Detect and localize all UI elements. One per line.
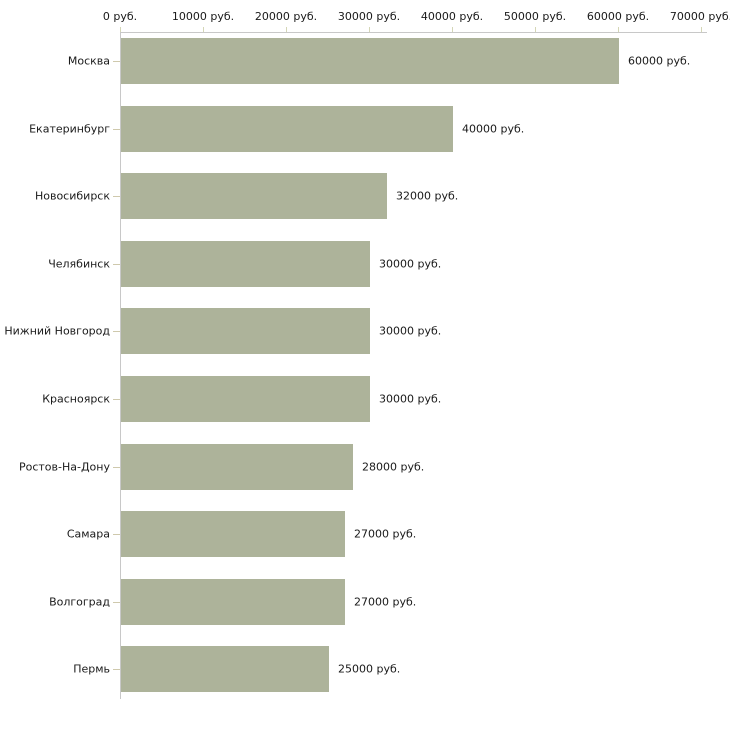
city-label: Красноярск xyxy=(42,392,110,406)
x-axis-tick xyxy=(701,27,702,32)
value-label: 32000 руб. xyxy=(396,189,459,203)
bar xyxy=(121,308,370,354)
x-axis-line xyxy=(120,32,707,33)
x-axis-tick-label: 10000 руб. xyxy=(171,10,235,23)
value-label: 28000 руб. xyxy=(362,460,425,474)
bar xyxy=(121,579,345,625)
value-label: 40000 руб. xyxy=(462,122,525,136)
city-label: Новосибирск xyxy=(34,189,110,203)
city-label: Волгоград xyxy=(49,595,110,609)
y-axis-tick xyxy=(113,399,120,400)
value-label: 27000 руб. xyxy=(354,527,417,541)
city-label: Екатеринбург xyxy=(29,122,110,136)
value-label: 60000 руб. xyxy=(628,54,691,68)
y-axis-tick xyxy=(113,264,120,265)
y-axis-tick xyxy=(113,669,120,670)
y-axis-tick xyxy=(113,129,120,130)
bar xyxy=(121,241,370,287)
x-axis-tick-label: 40000 руб. xyxy=(420,10,484,23)
value-label: 25000 руб. xyxy=(338,662,401,676)
city-label: Самара xyxy=(66,527,110,541)
x-axis-tick xyxy=(535,27,536,32)
y-axis-tick xyxy=(113,534,120,535)
value-label: 27000 руб. xyxy=(354,595,417,609)
bar xyxy=(121,173,387,219)
x-axis-tick-label: 70000 руб. xyxy=(669,10,730,23)
city-label: Ростов-На-Дону xyxy=(18,460,110,474)
x-axis-tick xyxy=(452,27,453,32)
bar xyxy=(121,106,453,152)
city-label: Пермь xyxy=(73,662,110,676)
bar xyxy=(121,38,619,84)
y-axis-tick xyxy=(113,331,120,332)
x-axis-tick xyxy=(286,27,287,32)
y-axis-tick xyxy=(113,196,120,197)
x-axis-tick xyxy=(618,27,619,32)
bar xyxy=(121,646,329,692)
y-axis-line xyxy=(120,32,121,699)
x-axis-tick-label: 50000 руб. xyxy=(503,10,567,23)
x-axis-tick xyxy=(120,27,121,32)
x-axis-tick xyxy=(369,27,370,32)
bar xyxy=(121,444,353,490)
x-axis-tick xyxy=(203,27,204,32)
x-axis-tick-label: 60000 руб. xyxy=(586,10,650,23)
value-label: 30000 руб. xyxy=(379,257,442,271)
value-label: 30000 руб. xyxy=(379,324,442,338)
value-label: 30000 руб. xyxy=(379,392,442,406)
bar xyxy=(121,376,370,422)
x-axis-tick-label: 30000 руб. xyxy=(337,10,401,23)
city-label: Москва xyxy=(67,54,110,68)
city-label: Челябинск xyxy=(48,257,110,271)
y-axis-tick xyxy=(113,61,120,62)
city-label: Нижний Новгород xyxy=(4,324,110,338)
x-axis-tick-label: 20000 руб. xyxy=(254,10,318,23)
bar xyxy=(121,511,345,557)
y-axis-tick xyxy=(113,602,120,603)
y-axis-tick xyxy=(113,467,120,468)
x-axis-tick-label: 0 руб. xyxy=(102,10,138,23)
